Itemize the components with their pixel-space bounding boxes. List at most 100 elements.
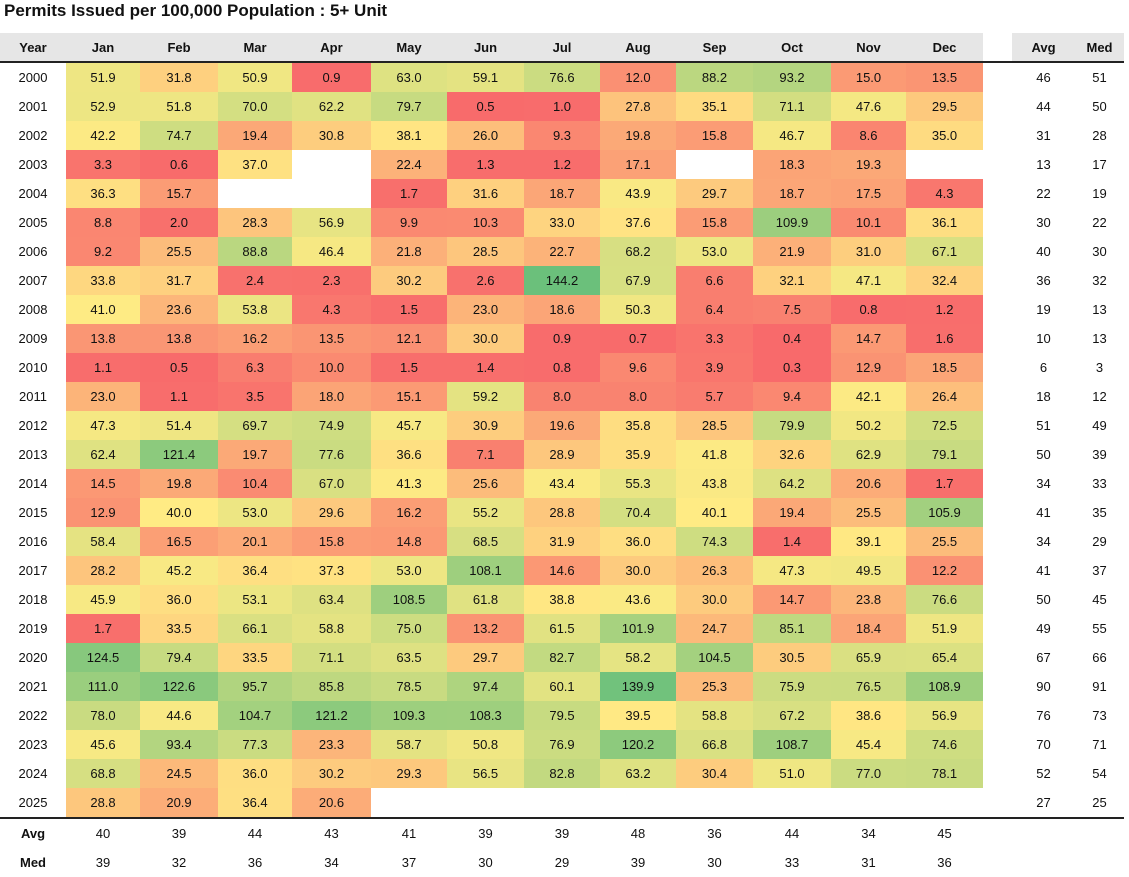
heatmap-cell: 14.7 — [753, 585, 831, 614]
table-row: 2023 45.6 93.4 77.3 23.3 58.7 50.8 76.9 120.2 66.… — [0, 730, 1124, 759]
heatmap-cell: 1.1 — [140, 382, 218, 411]
heatmap-cell: 70.0 — [218, 92, 292, 121]
heatmap-cell: 30.9 — [447, 411, 524, 440]
heatmap-cell: 93.4 — [140, 730, 218, 759]
footer-value: 33 — [753, 848, 831, 877]
row-gap — [983, 730, 1012, 759]
heatmap-cell: 20.6 — [831, 469, 906, 498]
heatmap-cell: 1.7 — [66, 614, 140, 643]
row-med: 32 — [1075, 266, 1124, 295]
table-row: 2017 28.2 45.2 36.4 37.3 53.0 108.1 14.6 30.0 26.… — [0, 556, 1124, 585]
year-label: 2021 — [0, 672, 66, 701]
row-avg: 27 — [1012, 788, 1075, 818]
heatmap-cell: 82.8 — [524, 759, 600, 788]
year-label: 2014 — [0, 469, 66, 498]
heatmap-cell: 12.9 — [66, 498, 140, 527]
heatmap-cell: 88.2 — [676, 62, 753, 92]
row-avg: 41 — [1012, 556, 1075, 585]
row-avg: 34 — [1012, 527, 1075, 556]
footer-value: 31 — [831, 848, 906, 877]
heatmap-cell: 95.7 — [218, 672, 292, 701]
heatmap-cell: 43.4 — [524, 469, 600, 498]
heatmap-cell: 19.8 — [140, 469, 218, 498]
heatmap-cell: 43.6 — [600, 585, 676, 614]
row-gap — [983, 208, 1012, 237]
footer-label: Med — [0, 848, 66, 877]
heatmap-cell: 79.9 — [753, 411, 831, 440]
footer-value: 30 — [676, 848, 753, 877]
heatmap-cell: 39.5 — [600, 701, 676, 730]
year-label: 2002 — [0, 121, 66, 150]
table-row: 2018 45.9 36.0 53.1 63.4 108.5 61.8 38.8 43.6 30.… — [0, 585, 1124, 614]
heatmap-cell: 18.0 — [292, 382, 371, 411]
heatmap-cell: 0.9 — [292, 62, 371, 92]
row-med: 30 — [1075, 237, 1124, 266]
heatmap-cell: 15.0 — [831, 62, 906, 92]
heatmap-cell: 71.1 — [753, 92, 831, 121]
heatmap-cell: 21.9 — [753, 237, 831, 266]
heatmap-cell: 44.6 — [140, 701, 218, 730]
heatmap-cell: 33.5 — [218, 643, 292, 672]
heatmap-cell: 27.8 — [600, 92, 676, 121]
heatmap-cell: 40.1 — [676, 498, 753, 527]
heatmap-cell: 0.5 — [140, 353, 218, 382]
heatmap-cell: 10.4 — [218, 469, 292, 498]
row-gap — [983, 324, 1012, 353]
heatmap-cell: 62.9 — [831, 440, 906, 469]
heatmap-cell: 65.4 — [906, 643, 983, 672]
row-avg: 76 — [1012, 701, 1075, 730]
heatmap-cell: 49.5 — [831, 556, 906, 585]
heatmap-cell: 1.0 — [524, 92, 600, 121]
heatmap-cell: 2.4 — [218, 266, 292, 295]
row-avg: 41 — [1012, 498, 1075, 527]
heatmap-cell: 109.3 — [371, 701, 447, 730]
heatmap-cell: 8.0 — [524, 382, 600, 411]
heatmap-cell: 23.6 — [140, 295, 218, 324]
year-label: 2019 — [0, 614, 66, 643]
heatmap-cell: 23.3 — [292, 730, 371, 759]
heatmap-cell: 42.1 — [831, 382, 906, 411]
table-row: 2021 111.0 122.6 95.7 85.8 78.5 97.4 60.1 139.9 2… — [0, 672, 1124, 701]
heatmap-cell: 3.3 — [66, 150, 140, 179]
heatmap-cell: 36.4 — [218, 556, 292, 585]
footer-blank — [1012, 848, 1075, 877]
heatmap-cell: 62.2 — [292, 92, 371, 121]
heatmap-cell: 58.4 — [66, 527, 140, 556]
heatmap-cell: 108.5 — [371, 585, 447, 614]
heatmap-cell: 25.3 — [676, 672, 753, 701]
heatmap-cell — [831, 788, 906, 818]
heatmap-cell: 15.7 — [140, 179, 218, 208]
heatmap-table: Year Jan Feb Mar Apr May Jun Jul Aug Sep Oct Nov De… — [0, 33, 1124, 877]
row-gap — [983, 672, 1012, 701]
heatmap-cell: 37.6 — [600, 208, 676, 237]
heatmap-cell: 30.4 — [676, 759, 753, 788]
row-med: 54 — [1075, 759, 1124, 788]
header-feb: Feb — [140, 33, 218, 63]
footer-row: Avg 40 39 44 43 41 39 39 48 36 44 34 45 — [0, 817, 1124, 848]
heatmap-cell: 18.5 — [906, 353, 983, 382]
heatmap-cell: 47.3 — [753, 556, 831, 585]
heatmap-cell: 30.2 — [292, 759, 371, 788]
heatmap-cell: 36.0 — [140, 585, 218, 614]
table-row: 2025 28.8 20.9 36.4 20.6 27 25 — [0, 788, 1124, 818]
heatmap-cell: 4.3 — [292, 295, 371, 324]
heatmap-cell: 26.3 — [676, 556, 753, 585]
heatmap-cell: 1.7 — [906, 469, 983, 498]
row-med: 45 — [1075, 585, 1124, 614]
heatmap-cell: 14.8 — [371, 527, 447, 556]
header-jul: Jul — [524, 33, 600, 63]
heatmap-cell: 35.0 — [906, 121, 983, 150]
heatmap-cell: 55.3 — [600, 469, 676, 498]
heatmap-cell: 32.1 — [753, 266, 831, 295]
row-avg: 10 — [1012, 324, 1075, 353]
row-gap — [983, 266, 1012, 295]
heatmap-cell: 1.4 — [447, 353, 524, 382]
row-avg: 90 — [1012, 672, 1075, 701]
heatmap-cell: 25.5 — [831, 498, 906, 527]
heatmap-cell: 41.0 — [66, 295, 140, 324]
heatmap-cell: 25.5 — [140, 237, 218, 266]
heatmap-cell: 47.3 — [66, 411, 140, 440]
heatmap-cell: 35.1 — [676, 92, 753, 121]
heatmap-cell: 111.0 — [66, 672, 140, 701]
heatmap-cell: 1.1 — [66, 353, 140, 382]
